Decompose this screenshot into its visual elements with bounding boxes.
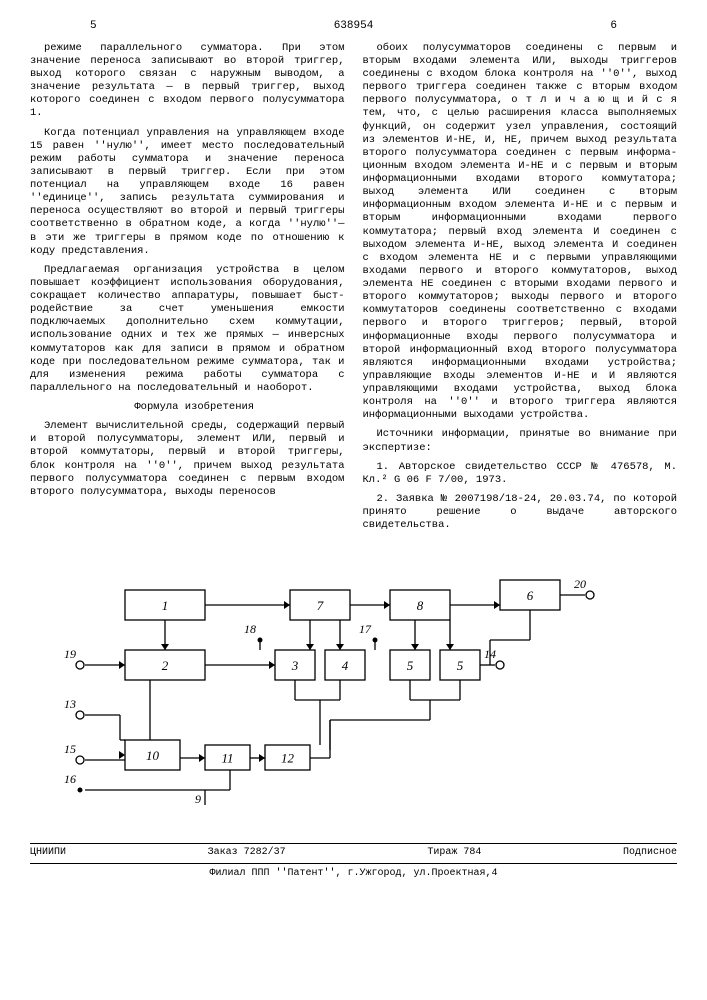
svg-text:1: 1 bbox=[162, 598, 169, 613]
footer-order: Заказ 7282/37 bbox=[208, 847, 286, 860]
sources-title: Источники информации, принятые во вниман… bbox=[363, 428, 678, 454]
svg-text:14: 14 bbox=[484, 647, 496, 661]
svg-text:7: 7 bbox=[317, 598, 324, 613]
page-num-left: 5 bbox=[30, 20, 97, 34]
svg-text:6: 6 bbox=[527, 588, 534, 603]
footer-sub: Подписное bbox=[623, 847, 677, 860]
svg-text:13: 13 bbox=[64, 697, 76, 711]
page-num-right: 6 bbox=[610, 20, 677, 34]
para: Когда потенциал управления на уп­равляющ… bbox=[30, 127, 345, 258]
column-right: обоих полусумматоров соединены с первым … bbox=[363, 42, 678, 539]
text-columns: режиме параллельного сумматора. При этом… bbox=[30, 42, 677, 539]
page-header: 5 638954 6 bbox=[30, 20, 677, 34]
source-item: 2. Заявка № 2007198/18-24, 20.03.74, по … bbox=[363, 493, 678, 532]
svg-text:9: 9 bbox=[195, 792, 201, 806]
svg-text:15: 15 bbox=[64, 742, 76, 756]
svg-text:5: 5 bbox=[457, 658, 464, 673]
column-left: режиме параллельного сумматора. При этом… bbox=[30, 42, 345, 539]
svg-text:11: 11 bbox=[221, 751, 233, 766]
footer-address: Филиал ППП ''Патент'', г.Ужгород, ул.Про… bbox=[30, 868, 677, 881]
patent-number: 638954 bbox=[334, 20, 374, 34]
svg-text:18: 18 bbox=[244, 622, 256, 636]
svg-text:3: 3 bbox=[291, 658, 299, 673]
svg-text:10: 10 bbox=[146, 748, 160, 763]
svg-text:16: 16 bbox=[64, 772, 76, 786]
para: режиме параллельного сумматора. При этом… bbox=[30, 42, 345, 121]
para: Элемент вычислительной среды, со­держащи… bbox=[30, 420, 345, 499]
footer-org: ЦНИИПИ bbox=[30, 847, 66, 860]
source-item: 1. Авторское свидетельство СССР № 476578… bbox=[363, 461, 678, 487]
svg-text:20: 20 bbox=[574, 577, 586, 591]
svg-text:5: 5 bbox=[407, 658, 414, 673]
footer-bar: ЦНИИПИ Заказ 7282/37 Тираж 784 Подписное bbox=[30, 843, 677, 864]
para: обоих полусумматоров соединены с первым … bbox=[363, 42, 678, 423]
svg-text:17: 17 bbox=[359, 622, 372, 636]
svg-text:4: 4 bbox=[342, 658, 349, 673]
formula-title: Формула изобретения bbox=[30, 401, 345, 414]
para: Предлагаемая организация устройст­ва в ц… bbox=[30, 264, 345, 395]
svg-text:2: 2 bbox=[162, 658, 169, 673]
circuit-diagram: 17862345510111219131516918171420 bbox=[30, 550, 677, 835]
svg-text:12: 12 bbox=[281, 751, 295, 766]
svg-text:8: 8 bbox=[417, 598, 424, 613]
svg-text:19: 19 bbox=[64, 647, 76, 661]
footer-tirage: Тираж 784 bbox=[427, 847, 481, 860]
